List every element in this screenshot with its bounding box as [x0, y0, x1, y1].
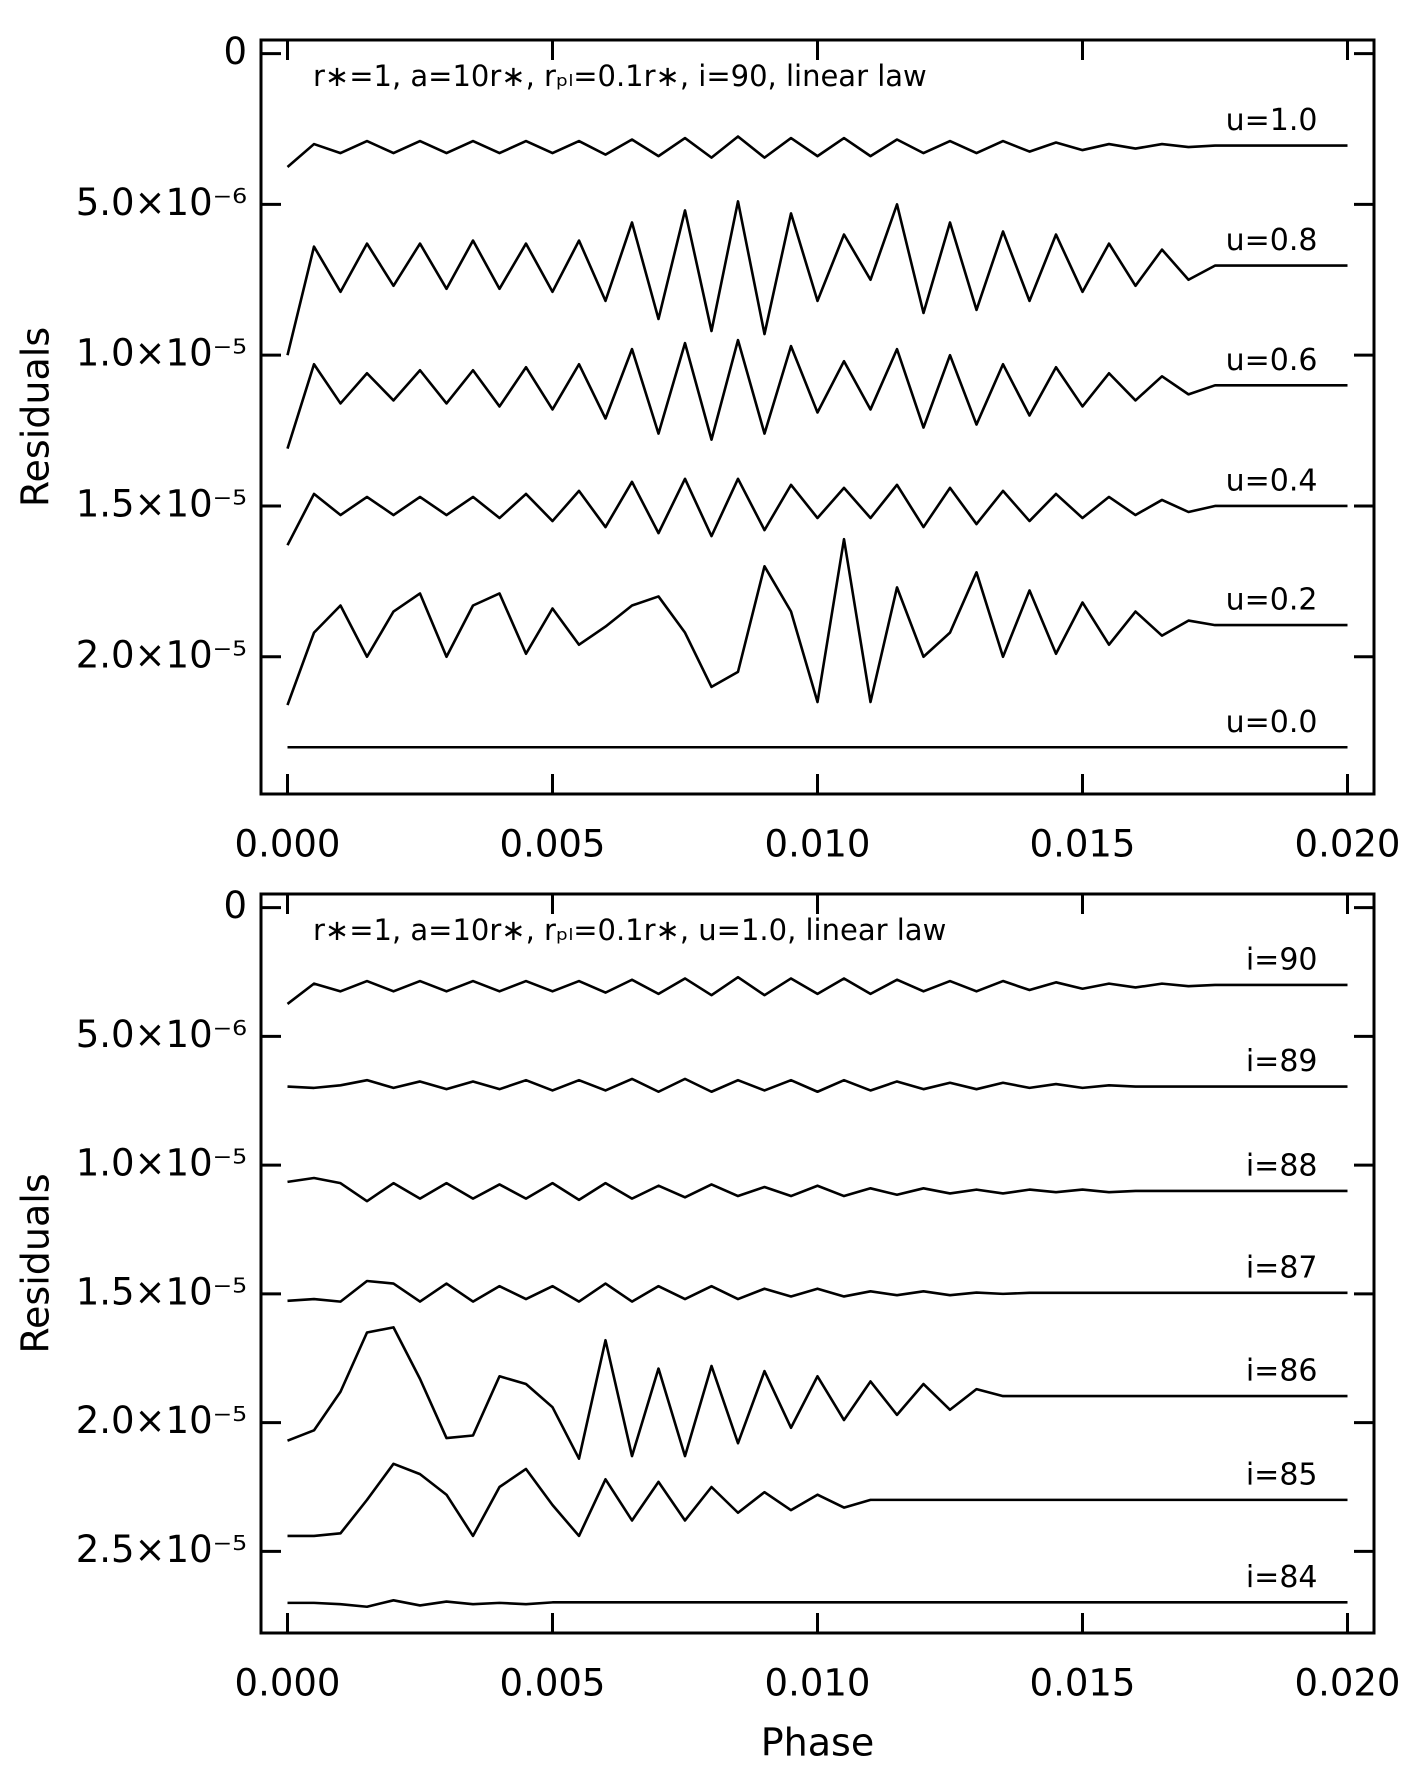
x-tick-label: 0.015 — [1030, 823, 1136, 866]
series-label: i=90 — [1246, 942, 1318, 977]
series-line — [286, 338, 1348, 450]
x-tick-label: 0.000 — [235, 1662, 341, 1705]
x-tick-label: 0.005 — [500, 823, 606, 866]
x-tick-label: 0.015 — [1030, 1662, 1136, 1705]
x-tick-label: 0.005 — [500, 1662, 606, 1705]
y-axis-label: Residuals — [14, 1173, 58, 1353]
y-tick-label: 0 — [223, 30, 247, 73]
series-line — [286, 200, 1348, 356]
series-label: i=88 — [1246, 1148, 1318, 1183]
annotation: r∗=1, a=10r∗, rₚₗ=0.1r∗, i=90, linear la… — [313, 59, 927, 93]
x-tick-label: 0.020 — [1295, 823, 1401, 866]
series-label: u=0.2 — [1226, 583, 1318, 618]
x-tick-label: 0.000 — [235, 823, 341, 866]
series-line — [287, 1462, 1348, 1538]
plot-frame — [259, 38, 1376, 796]
y-tick-label: 1.0×10⁻⁵ — [76, 1142, 247, 1185]
series-label: i=86 — [1246, 1354, 1318, 1389]
x-axis-label: Phase — [761, 1721, 874, 1765]
series-line — [287, 1599, 1348, 1609]
series-line — [286, 975, 1348, 1005]
plot-frame — [259, 892, 1376, 1635]
y-tick-label: 5.0×10⁻⁶ — [76, 1013, 247, 1056]
series-line — [286, 477, 1348, 546]
series-line — [287, 1279, 1348, 1303]
series-line — [286, 135, 1348, 168]
annotation: r∗=1, a=10r∗, rₚₗ=0.1r∗, u=1.0, linear l… — [313, 913, 946, 947]
x-tick-label: 0.020 — [1295, 1662, 1401, 1705]
y-tick-label: 1.5×10⁻⁵ — [76, 1270, 247, 1313]
y-tick-label: 2.0×10⁻⁵ — [76, 633, 247, 676]
series-label: u=0.8 — [1226, 223, 1318, 258]
series-label: i=85 — [1246, 1457, 1318, 1492]
series-line — [287, 1326, 1348, 1460]
x-tick-label: 0.010 — [765, 1662, 871, 1705]
series-label: i=84 — [1246, 1560, 1318, 1595]
x-tick-label: 0.010 — [765, 823, 871, 866]
series-label: u=0.4 — [1226, 463, 1318, 498]
series-line — [287, 1176, 1348, 1203]
y-tick-label: 1.5×10⁻⁵ — [76, 482, 247, 525]
y-tick-label: 2.0×10⁻⁵ — [76, 1399, 247, 1442]
series-line — [287, 1077, 1348, 1094]
y-tick-label: 2.5×10⁻⁵ — [76, 1528, 247, 1571]
y-axis-label: Residuals — [14, 327, 58, 507]
series-label: u=0.6 — [1226, 343, 1318, 378]
y-tick-label: 1.0×10⁻⁵ — [76, 332, 247, 375]
y-tick-label: 5.0×10⁻⁶ — [76, 181, 247, 224]
y-tick-label: 0 — [223, 884, 247, 927]
series-label: u=1.0 — [1226, 103, 1318, 138]
series-label: i=89 — [1246, 1044, 1318, 1079]
series-line — [286, 537, 1348, 706]
series-label: i=87 — [1246, 1250, 1318, 1285]
series-label: u=0.0 — [1226, 705, 1318, 740]
